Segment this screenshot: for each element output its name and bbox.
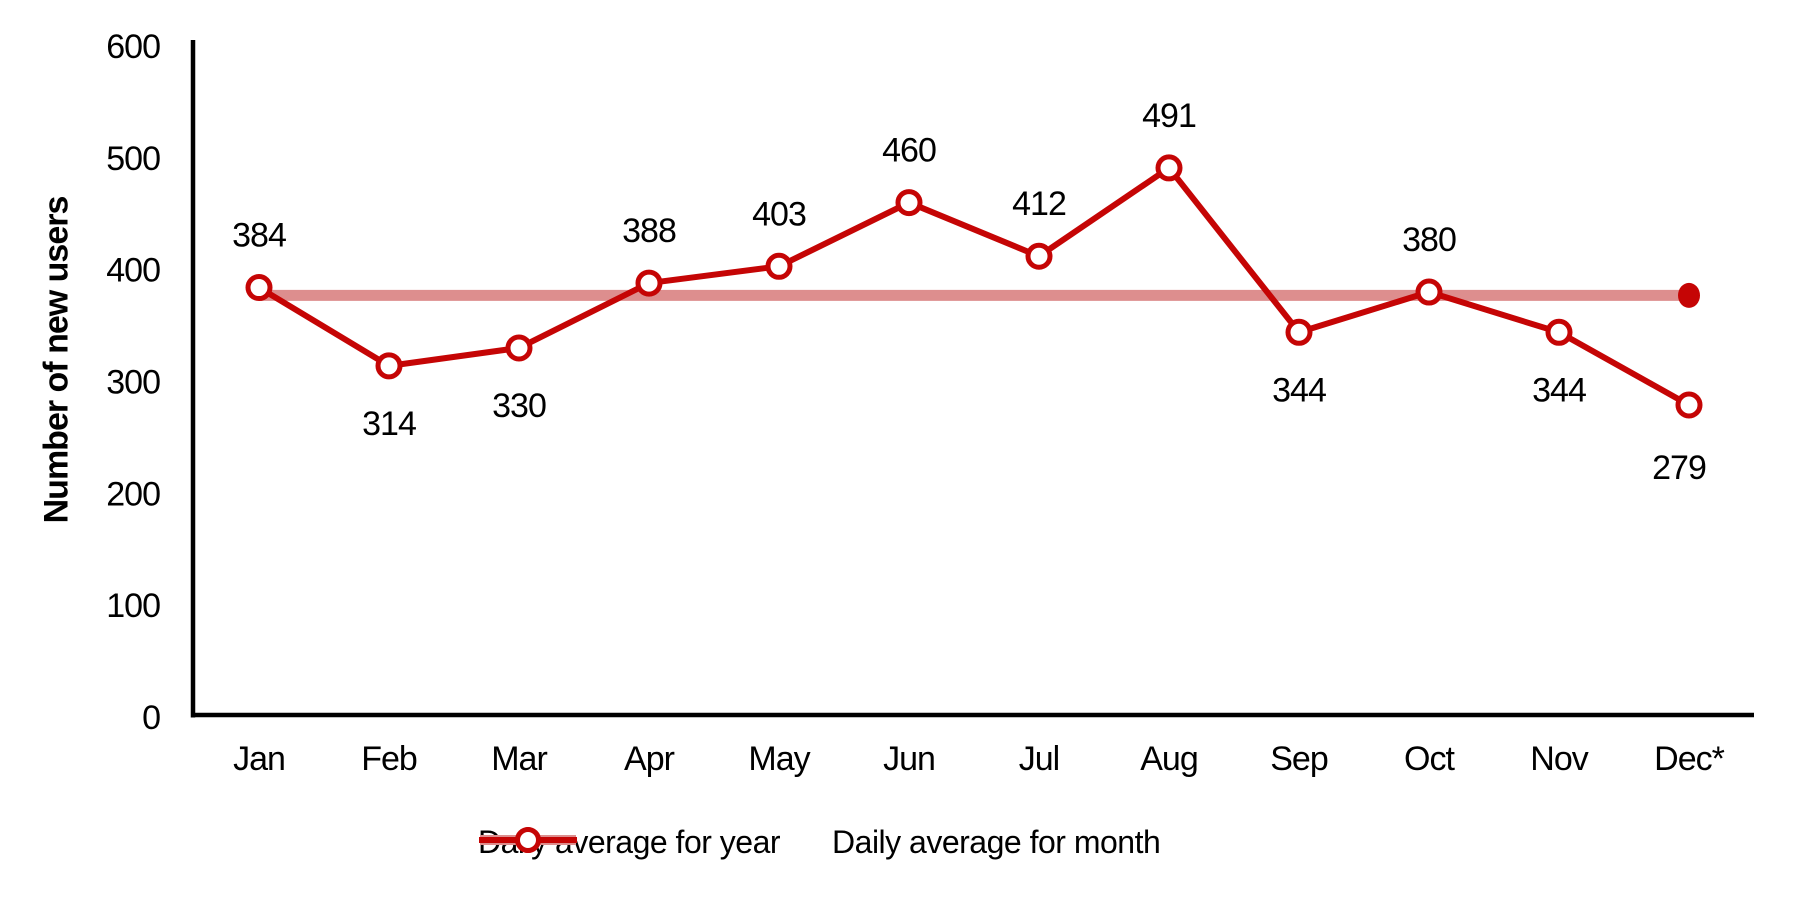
value-label: 491 [1142, 97, 1196, 135]
data-point-marker [1285, 318, 1313, 346]
x-tick-label: Aug [1140, 740, 1198, 778]
y-tick-label: 200 [106, 475, 160, 513]
x-tick-label: Mar [491, 740, 547, 778]
data-point-marker [1415, 278, 1443, 306]
x-tick-label: Dec* [1654, 740, 1724, 778]
value-label: 384 [232, 217, 286, 255]
month-average-swatch-icon [479, 827, 577, 853]
data-point-marker [635, 269, 663, 297]
value-label: 279 [1652, 449, 1706, 487]
data-point-marker [375, 352, 403, 380]
x-tick-label: Nov [1530, 740, 1588, 778]
y-tick-label: 500 [106, 140, 160, 178]
data-point-marker [245, 274, 273, 302]
y-tick-label: 400 [106, 252, 160, 290]
x-tick-label: Jul [1019, 740, 1059, 778]
value-label: 344 [1272, 371, 1326, 409]
y-axis-title: Number of new users [37, 196, 76, 524]
x-tick-label: Oct [1404, 740, 1455, 778]
x-tick-label: Sep [1270, 740, 1328, 778]
legend-label-month-average: Daily average for month [832, 823, 1161, 860]
x-tick-label: Jan [233, 740, 285, 778]
legend: Daily average for year Daily average for… [478, 820, 1161, 864]
value-label: 344 [1532, 371, 1586, 409]
data-point-marker [1675, 391, 1703, 419]
y-tick-label: 300 [106, 364, 160, 402]
x-tick-label: Feb [361, 740, 417, 778]
x-tick-label: Jun [883, 740, 935, 778]
value-label: 403 [752, 195, 806, 233]
x-tick-label: May [748, 740, 810, 778]
value-label: 388 [622, 212, 676, 250]
value-label: 412 [1012, 185, 1066, 223]
value-label: 314 [362, 405, 416, 443]
value-label: 380 [1402, 221, 1456, 259]
y-tick-label: 600 [106, 28, 160, 66]
data-point-marker [895, 189, 923, 217]
y-tick-label: 100 [106, 587, 160, 625]
value-label: 460 [882, 132, 936, 170]
x-tick-label: Apr [624, 740, 675, 778]
data-point-marker [765, 252, 793, 280]
data-point-marker [505, 334, 533, 362]
y-tick-label: 0 [142, 699, 160, 737]
data-point-marker [1545, 318, 1573, 346]
year-average-end-dot [1678, 282, 1700, 308]
month-line [256, 164, 1692, 408]
data-point-marker [1155, 154, 1183, 182]
legend-item-month-average: Daily average for month [479, 823, 1161, 861]
data-point-marker [1025, 242, 1053, 270]
value-label: 330 [492, 387, 546, 425]
